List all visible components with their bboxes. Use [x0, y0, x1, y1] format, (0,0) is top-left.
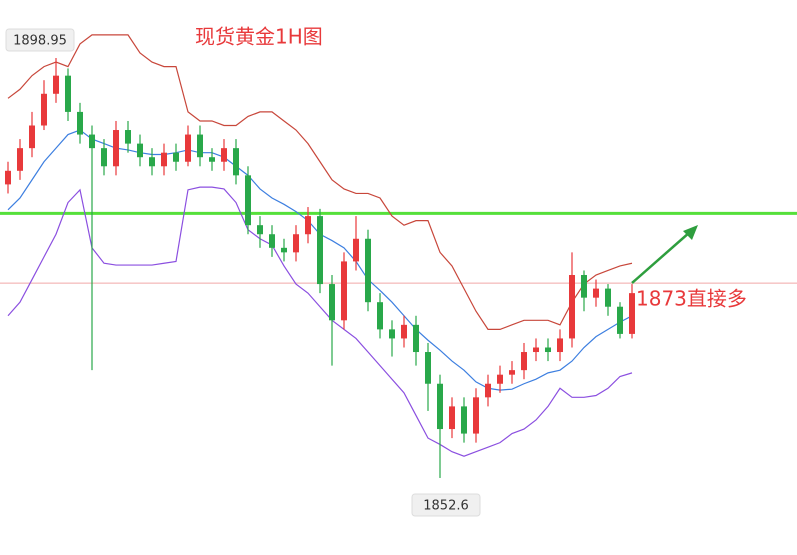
candle-body — [545, 347, 551, 353]
candle-body — [209, 157, 215, 162]
candle-body — [317, 216, 323, 285]
arrow — [631, 231, 691, 284]
max-label: 1898.95 — [5, 28, 75, 52]
band-line — [7, 34, 633, 330]
candle-body — [101, 148, 107, 167]
candle-body — [533, 347, 539, 353]
candle-body — [65, 75, 71, 112]
min-label-box — [411, 493, 481, 517]
candle-body — [413, 324, 419, 353]
candle-body — [581, 275, 587, 298]
chart-title: 现货黄金1H图 — [195, 25, 323, 49]
candle-body — [185, 134, 191, 162]
candle-body — [197, 134, 203, 158]
candle-body — [377, 302, 383, 330]
candle-body — [365, 238, 371, 303]
candle-body — [77, 111, 83, 135]
candle-body — [449, 406, 455, 430]
candle-body — [509, 370, 515, 375]
candle-body — [293, 234, 299, 253]
candle-body — [629, 293, 635, 334]
candle-body — [233, 148, 239, 176]
candle-body — [269, 234, 275, 248]
max-label-text: 1898.95 — [13, 34, 67, 49]
candle-body — [473, 397, 479, 434]
candle-body — [497, 374, 503, 384]
annotation: 1873直接多 — [636, 287, 747, 311]
band-line — [7, 186, 633, 457]
candle-body — [461, 406, 467, 434]
candle-body — [353, 238, 359, 262]
candle-body — [281, 247, 287, 253]
candle-body — [89, 134, 95, 149]
candle-body — [605, 288, 611, 307]
candle-body — [425, 352, 431, 384]
arrow-head — [683, 225, 698, 240]
candle-body — [521, 352, 527, 371]
candle-body — [305, 216, 311, 235]
max-label-box — [5, 28, 75, 52]
candle-body — [29, 125, 35, 149]
candle-body — [257, 225, 263, 235]
candle-body — [137, 143, 143, 158]
candle-body — [53, 75, 59, 94]
candle-body — [161, 152, 167, 167]
candle-body — [149, 157, 155, 167]
candle-body — [41, 93, 47, 126]
candle-body — [389, 329, 395, 339]
candle-body — [245, 175, 251, 226]
candle-body — [329, 284, 335, 321]
candle-body — [221, 148, 227, 162]
candle-body — [617, 306, 623, 334]
candle-body — [437, 383, 443, 430]
candle-body — [401, 324, 407, 339]
candle-body — [173, 152, 179, 162]
candle-body — [593, 288, 599, 298]
candle-body — [569, 275, 575, 339]
candle-body — [341, 261, 347, 321]
candle-body — [113, 130, 119, 167]
candle-body — [5, 170, 11, 185]
min-label: 1852.6 — [411, 493, 481, 517]
candle-body — [557, 338, 563, 353]
candle-body — [125, 130, 131, 144]
plot: 1898.95 1852.6 — [0, 28, 797, 517]
candle-body — [17, 148, 23, 171]
min-label-text: 1852.6 — [423, 499, 469, 514]
candle-body — [485, 383, 491, 398]
